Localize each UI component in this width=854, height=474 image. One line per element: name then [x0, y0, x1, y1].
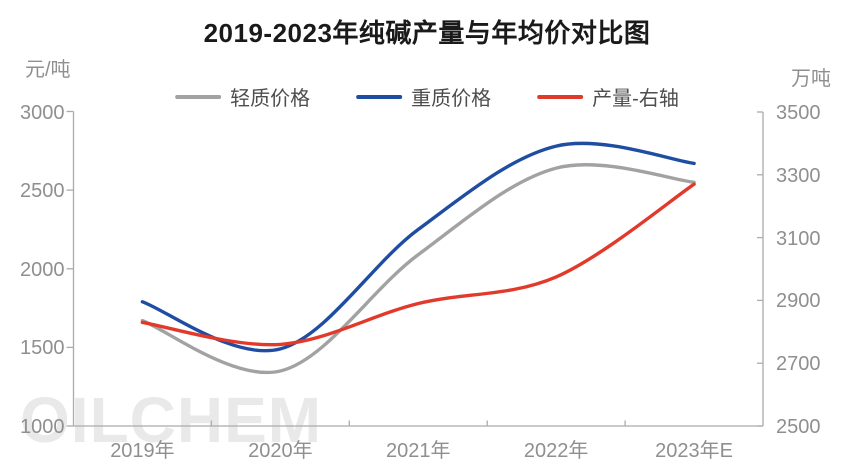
right-axis-tick-label: 2900: [776, 290, 821, 313]
watermark: OILCHEM: [20, 384, 323, 456]
x-axis-category-label: 2021年: [386, 440, 451, 462]
left-axis-tick-label: 2500: [20, 180, 65, 203]
left-axis-tick-label: 3000: [20, 101, 65, 124]
right-axis-tick-label: 3100: [776, 227, 821, 250]
series-line-2: [140, 141, 696, 353]
right-axis-tick-label: 2500: [776, 416, 821, 438]
right-axis-unit: 万吨: [791, 68, 831, 90]
legend-item-1: 轻质价格: [175, 82, 310, 111]
right-axis-tick-label: 2700: [776, 353, 821, 376]
legend-line-swatch: [537, 94, 584, 99]
legend: 轻质价格 重质价格 产量-右轴: [175, 82, 679, 111]
legend-label: 重质价格: [411, 88, 492, 110]
legend-label: 产量-右轴: [592, 88, 679, 110]
x-axis-category-label: 2022年: [523, 440, 589, 462]
legend-line-swatch: [175, 94, 222, 99]
legend-item-2: 重质价格: [356, 82, 491, 111]
legend-item-3: 产量-右轴: [537, 82, 679, 111]
x-axis-category-label: 2023年E: [655, 440, 733, 462]
right-axis-tick-label: 3300: [776, 164, 821, 187]
left-axis-tick-label: 1000: [20, 416, 65, 438]
legend-label: 轻质价格: [230, 88, 311, 110]
x-axis-category-label: 2020年: [248, 440, 313, 462]
left-axis-tick-label: 1500: [20, 337, 65, 360]
left-axis-tick-label: 2000: [20, 258, 65, 281]
series-line-3: [140, 182, 696, 347]
left-axis-unit: 元/吨: [25, 59, 71, 81]
right-axis-tick-label: 3500: [776, 102, 821, 124]
x-axis-category-label: 2019年: [110, 440, 175, 462]
legend-line-swatch: [356, 94, 403, 99]
series-line-1: [140, 163, 696, 375]
chart-title: 2019-2023年纯碱产量与年均价对比图: [203, 18, 651, 48]
